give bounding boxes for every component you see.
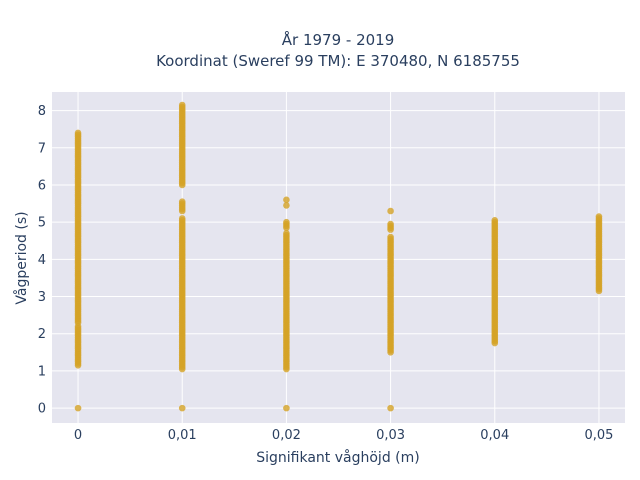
data-point	[178, 101, 186, 109]
data-point	[283, 218, 290, 226]
y-tick-label: 8	[38, 104, 46, 119]
y-tick-label: 5	[38, 216, 46, 231]
y-tick-label: 7	[38, 141, 46, 156]
data-point	[595, 213, 603, 220]
y-tick-label: 4	[38, 253, 46, 268]
data-point	[491, 217, 499, 224]
y-axis-title: Vågperiod (s)	[13, 211, 30, 304]
data-point	[283, 196, 290, 204]
data-point	[178, 198, 186, 206]
y-tick-label: 0	[38, 402, 46, 417]
chart-title: År 1979 - 2019	[282, 30, 395, 49]
data-point	[387, 404, 394, 412]
data-point	[387, 233, 394, 241]
data-point	[74, 129, 82, 137]
data-point	[178, 404, 186, 412]
y-tick-label: 1	[38, 364, 46, 379]
data-point	[283, 202, 290, 209]
y-tick-label: 2	[38, 327, 46, 342]
x-tick-label: 0,02	[272, 428, 301, 443]
chart-subtitle: Koordinat (Sweref 99 TM): E 370480, N 61…	[156, 52, 520, 70]
y-tick-label: 6	[38, 178, 46, 193]
data-points	[74, 101, 603, 412]
data-point	[387, 220, 394, 228]
x-tick-label: 0,05	[584, 428, 613, 443]
y-tick-label: 3	[38, 290, 46, 305]
data-point	[283, 404, 290, 412]
x-axis-title: Signifikant våghöjd (m)	[256, 449, 419, 466]
x-tick-labels: 0 0,01 0,02 0,03 0,04 0,05	[74, 428, 614, 443]
x-tick-label: 0,01	[168, 428, 197, 443]
x-tick-label: 0	[74, 428, 82, 443]
data-point	[387, 207, 394, 215]
x-tick-label: 0,04	[480, 428, 509, 443]
plot-area	[52, 92, 625, 423]
x-tick-label: 0,03	[376, 428, 405, 443]
data-point	[283, 230, 290, 237]
data-point	[178, 215, 186, 222]
data-point	[74, 404, 82, 412]
y-tick-labels: 0 1 2 3 4 5 6 7 8	[38, 104, 46, 417]
